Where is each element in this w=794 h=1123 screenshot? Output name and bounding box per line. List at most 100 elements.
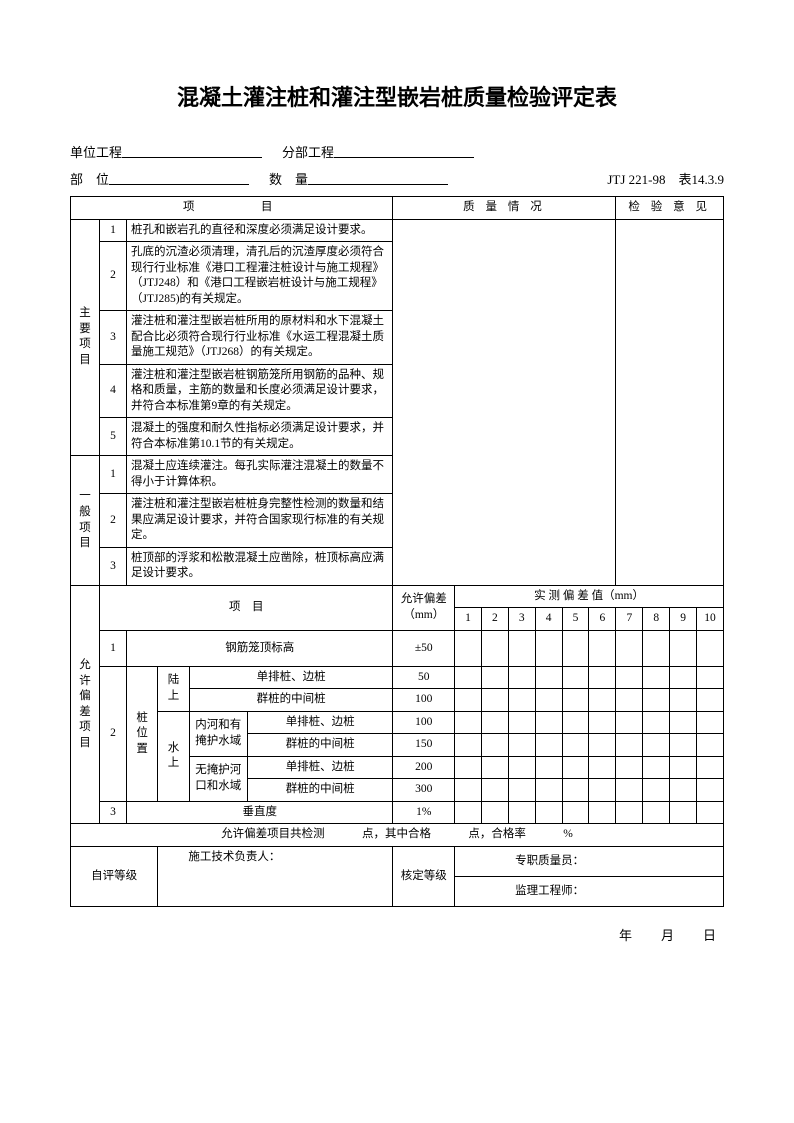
- m-cell[interactable]: [535, 756, 562, 779]
- m-cell[interactable]: [455, 756, 482, 779]
- m-cell[interactable]: [697, 689, 724, 712]
- pos-blank[interactable]: [109, 169, 249, 185]
- m-cell[interactable]: [481, 630, 508, 666]
- m-cell[interactable]: [455, 779, 482, 802]
- m-cell[interactable]: [481, 779, 508, 802]
- m-cell[interactable]: [562, 689, 589, 712]
- m-cell[interactable]: [481, 711, 508, 734]
- m-cell[interactable]: [455, 689, 482, 712]
- m-cell[interactable]: [697, 666, 724, 689]
- m-cell[interactable]: [455, 666, 482, 689]
- m-cell[interactable]: [616, 711, 643, 734]
- m-cell[interactable]: [697, 779, 724, 802]
- m-cell[interactable]: [508, 756, 535, 779]
- m-cell[interactable]: [643, 711, 670, 734]
- m-cell[interactable]: [616, 689, 643, 712]
- m-cell[interactable]: [455, 801, 482, 824]
- supervisor-cell[interactable]: 监理工程师：: [455, 876, 724, 906]
- m-cell[interactable]: [508, 666, 535, 689]
- quality-cell[interactable]: [393, 219, 616, 585]
- gen-desc: 桩顶部的浮浆和松散混凝土应凿除，桩顶标高应满足设计要求。: [126, 547, 393, 585]
- m-cell[interactable]: [589, 630, 616, 666]
- m-cell[interactable]: [589, 711, 616, 734]
- m-cell[interactable]: [455, 630, 482, 666]
- m-cell[interactable]: [535, 666, 562, 689]
- m-cell[interactable]: [455, 734, 482, 757]
- unit-blank[interactable]: [122, 142, 262, 158]
- tol-val: 300: [393, 779, 455, 802]
- m-cell[interactable]: [562, 711, 589, 734]
- m-cell[interactable]: [562, 756, 589, 779]
- m-cell[interactable]: [643, 756, 670, 779]
- m-col: 6: [589, 608, 616, 631]
- m-cell[interactable]: [562, 666, 589, 689]
- m-cell[interactable]: [481, 801, 508, 824]
- m-cell[interactable]: [481, 734, 508, 757]
- qc-cell[interactable]: 专职质量员：: [455, 846, 724, 876]
- sum-t3: 点，合格率: [468, 828, 526, 840]
- m-cell[interactable]: [670, 711, 697, 734]
- m-cell[interactable]: [643, 666, 670, 689]
- main-idx: 4: [100, 364, 127, 418]
- m-cell[interactable]: [508, 801, 535, 824]
- m-cell[interactable]: [562, 801, 589, 824]
- m-cell[interactable]: [670, 779, 697, 802]
- m-cell[interactable]: [589, 756, 616, 779]
- m-cell[interactable]: [508, 630, 535, 666]
- m-cell[interactable]: [481, 689, 508, 712]
- m-col: 8: [643, 608, 670, 631]
- m-cell[interactable]: [697, 711, 724, 734]
- tol-val: 100: [393, 689, 455, 712]
- m-cell[interactable]: [697, 630, 724, 666]
- opinion-cell[interactable]: [616, 219, 724, 585]
- m-cell[interactable]: [616, 779, 643, 802]
- m-cell[interactable]: [670, 630, 697, 666]
- m-cell[interactable]: [616, 734, 643, 757]
- m-cell[interactable]: [697, 756, 724, 779]
- m-cell[interactable]: [589, 734, 616, 757]
- m-cell[interactable]: [670, 689, 697, 712]
- m-cell[interactable]: [535, 689, 562, 712]
- m-cell[interactable]: [643, 779, 670, 802]
- m-cell[interactable]: [670, 734, 697, 757]
- m-cell[interactable]: [589, 689, 616, 712]
- m-cell[interactable]: [535, 801, 562, 824]
- tolerance-section-label: 允许偏差项目: [71, 585, 100, 824]
- m-cell[interactable]: [670, 666, 697, 689]
- m-cell[interactable]: [535, 779, 562, 802]
- main-section-label: 主要项目: [71, 219, 100, 456]
- m-cell[interactable]: [481, 666, 508, 689]
- m-cell[interactable]: [616, 630, 643, 666]
- qty-blank[interactable]: [308, 169, 448, 185]
- m-cell[interactable]: [508, 779, 535, 802]
- m-cell[interactable]: [643, 734, 670, 757]
- m-cell[interactable]: [697, 734, 724, 757]
- m-cell[interactable]: [562, 630, 589, 666]
- m-cell[interactable]: [616, 756, 643, 779]
- m-cell[interactable]: [643, 630, 670, 666]
- tech-cell[interactable]: 施工技术负责人：: [158, 846, 393, 906]
- m-cell[interactable]: [535, 630, 562, 666]
- m-cell[interactable]: [562, 779, 589, 802]
- m-cell[interactable]: [616, 666, 643, 689]
- m-cell[interactable]: [697, 801, 724, 824]
- col-item: 项 目: [71, 197, 393, 220]
- m-cell[interactable]: [670, 756, 697, 779]
- sub-blank[interactable]: [334, 142, 474, 158]
- m-cell[interactable]: [562, 734, 589, 757]
- m-cell[interactable]: [643, 801, 670, 824]
- m-cell[interactable]: [508, 734, 535, 757]
- m-cell[interactable]: [535, 711, 562, 734]
- m-cell[interactable]: [535, 734, 562, 757]
- m-cell[interactable]: [455, 711, 482, 734]
- m-cell[interactable]: [508, 711, 535, 734]
- m-col: 5: [562, 608, 589, 631]
- m-cell[interactable]: [589, 666, 616, 689]
- m-cell[interactable]: [589, 801, 616, 824]
- m-cell[interactable]: [589, 779, 616, 802]
- m-cell[interactable]: [508, 689, 535, 712]
- m-cell[interactable]: [670, 801, 697, 824]
- m-cell[interactable]: [481, 756, 508, 779]
- m-cell[interactable]: [616, 801, 643, 824]
- m-cell[interactable]: [643, 689, 670, 712]
